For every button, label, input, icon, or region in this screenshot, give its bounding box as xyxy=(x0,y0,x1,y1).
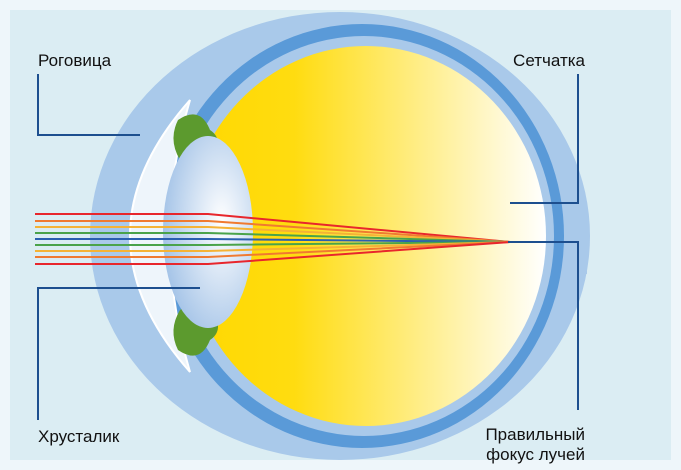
label: Сетчатка xyxy=(513,51,585,70)
label: Правильный xyxy=(485,425,585,444)
eye-diagram: Роговица Сетчатка Хрусталик Правильный ф… xyxy=(0,0,681,470)
label: Роговица xyxy=(38,51,112,70)
label: фокус лучей xyxy=(486,445,585,464)
label: Хрусталик xyxy=(38,427,120,446)
